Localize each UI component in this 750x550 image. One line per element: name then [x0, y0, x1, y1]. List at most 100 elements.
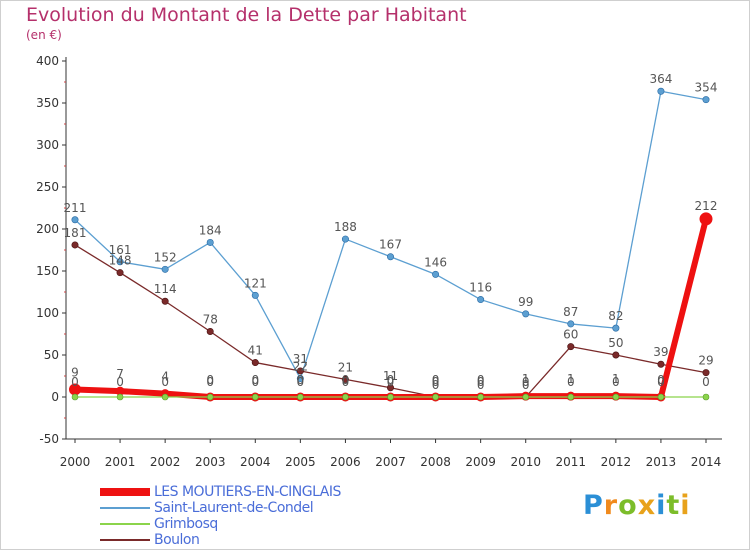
y-tick-label: 100 — [36, 306, 59, 320]
data-point — [432, 393, 439, 401]
data-label: 21 — [338, 360, 353, 374]
data-point — [522, 310, 530, 318]
data-point — [341, 235, 349, 243]
data-label: 148 — [109, 254, 132, 268]
data-point — [71, 216, 79, 224]
data-label: 60 — [563, 328, 578, 342]
data-label: 7 — [116, 367, 124, 381]
data-label: 99 — [518, 295, 533, 309]
data-label: 22 — [293, 360, 308, 374]
data-point — [657, 87, 665, 95]
data-label: 188 — [334, 220, 357, 234]
data-point — [251, 359, 259, 367]
y-tick-label: 350 — [36, 96, 59, 110]
data-point — [251, 393, 259, 401]
data-label: 0 — [657, 373, 665, 387]
data-label: 181 — [64, 226, 87, 240]
data-label: 1 — [612, 372, 620, 386]
legend-label: Grimbosq — [154, 516, 218, 532]
data-label: 114 — [154, 282, 177, 296]
data-label: 211 — [64, 201, 87, 215]
data-label: 0 — [567, 375, 575, 389]
legend-label: Boulon — [154, 532, 200, 548]
data-label: 212 — [695, 199, 718, 213]
data-point — [702, 96, 710, 104]
data-label: 0 — [432, 378, 440, 392]
data-label: 0 — [387, 373, 395, 387]
x-tick-label: 2007 — [375, 455, 406, 469]
x-tick-label: 2005 — [285, 455, 316, 469]
legend-swatch — [100, 523, 150, 525]
data-label: 9 — [71, 365, 79, 379]
data-point — [206, 327, 214, 335]
data-point — [71, 393, 79, 401]
data-label: 78 — [203, 312, 218, 326]
y-tick-label: -50 — [39, 432, 59, 446]
legend-swatch — [100, 507, 150, 509]
data-point — [296, 367, 304, 375]
data-label: 146 — [424, 255, 447, 269]
data-label: 41 — [248, 344, 263, 358]
data-label: 0 — [342, 373, 350, 387]
legend-swatch — [100, 539, 150, 541]
data-label: 0 — [297, 375, 305, 389]
data-label: 4 — [161, 370, 169, 384]
data-label: 0 — [387, 375, 395, 389]
data-label: 0 — [116, 375, 124, 389]
y-tick-label: 50 — [44, 348, 59, 362]
y-tick-label: 0 — [51, 390, 59, 404]
x-tick-label: 2014 — [691, 455, 722, 469]
chart-title: Evolution du Montant de la Dette par Hab… — [26, 4, 467, 26]
data-point — [522, 393, 530, 401]
data-point — [699, 212, 713, 226]
data-label: 152 — [154, 250, 177, 264]
data-label: 0 — [477, 373, 485, 387]
y-tick-label: 200 — [36, 222, 59, 236]
data-label: 184 — [199, 223, 222, 237]
y-tick-label: 400 — [36, 54, 59, 68]
data-label: 0 — [477, 378, 485, 392]
data-label: 364 — [649, 72, 672, 86]
data-label: 0 — [297, 373, 305, 387]
data-label: 31 — [293, 352, 308, 366]
data-point — [386, 253, 394, 261]
data-point — [251, 291, 259, 299]
x-tick-label: 2010 — [510, 455, 541, 469]
legend-swatch — [100, 488, 150, 496]
data-point — [116, 393, 124, 401]
data-label: 354 — [695, 81, 718, 95]
legend-label: LES MOUTIERS-EN-CINGLAIS — [154, 484, 341, 500]
data-label: 0 — [206, 373, 214, 387]
data-point — [161, 297, 169, 305]
data-label: 0 — [612, 375, 620, 389]
chart-unit: (en €) — [26, 28, 62, 42]
data-point — [387, 393, 394, 401]
data-label: 39 — [653, 345, 668, 359]
data-point — [657, 360, 665, 368]
x-tick-label: 2004 — [240, 455, 271, 469]
data-point — [612, 393, 620, 401]
data-point — [296, 375, 304, 383]
x-tick-label: 2001 — [105, 455, 136, 469]
data-label: 0 — [522, 378, 530, 392]
data-label: 121 — [244, 276, 267, 290]
data-point — [297, 393, 304, 401]
data-point — [342, 393, 349, 401]
data-label: 0 — [477, 375, 485, 389]
data-point — [657, 393, 665, 401]
y-tick-label: 300 — [36, 138, 59, 152]
data-label: 87 — [563, 305, 578, 319]
data-point — [161, 393, 169, 401]
data-label: 0 — [702, 375, 710, 389]
data-point — [206, 238, 214, 246]
data-label: 0 — [342, 375, 350, 389]
y-tick-label: 150 — [36, 264, 59, 278]
data-label: 0 — [71, 375, 79, 389]
data-label: 1 — [522, 372, 530, 386]
data-label: 0 — [251, 375, 259, 389]
data-point — [206, 393, 214, 401]
x-tick-label: 2000 — [60, 455, 91, 469]
data-point — [116, 269, 124, 277]
